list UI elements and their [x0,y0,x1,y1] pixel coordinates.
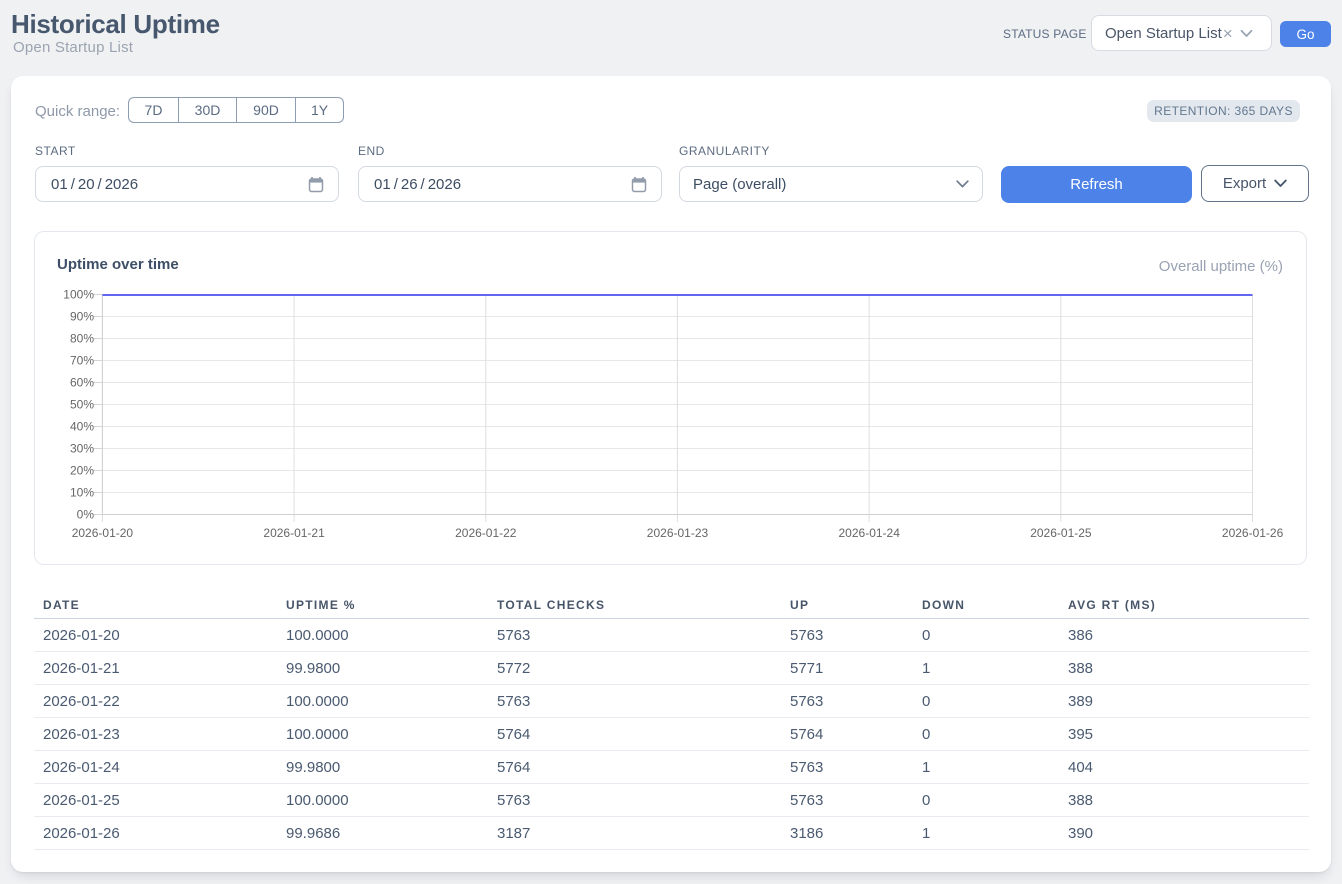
svg-text:40%: 40% [70,420,94,434]
svg-text:2026-01-25: 2026-01-25 [1030,526,1092,540]
svg-text:10%: 10% [70,486,94,500]
svg-text:50%: 50% [70,398,94,412]
svg-text:2026-01-20: 2026-01-20 [72,526,134,540]
svg-text:2026-01-22: 2026-01-22 [455,526,517,540]
svg-text:60%: 60% [70,376,94,390]
svg-text:2026-01-23: 2026-01-23 [647,526,709,540]
svg-text:2026-01-24: 2026-01-24 [839,526,901,540]
svg-text:90%: 90% [70,310,94,324]
svg-text:2026-01-21: 2026-01-21 [263,526,325,540]
svg-text:30%: 30% [70,442,94,456]
svg-text:100%: 100% [63,288,94,302]
svg-text:80%: 80% [70,332,94,346]
svg-text:20%: 20% [70,464,94,478]
svg-text:70%: 70% [70,354,94,368]
svg-text:2026-01-26: 2026-01-26 [1222,526,1284,540]
svg-text:0%: 0% [77,508,95,522]
